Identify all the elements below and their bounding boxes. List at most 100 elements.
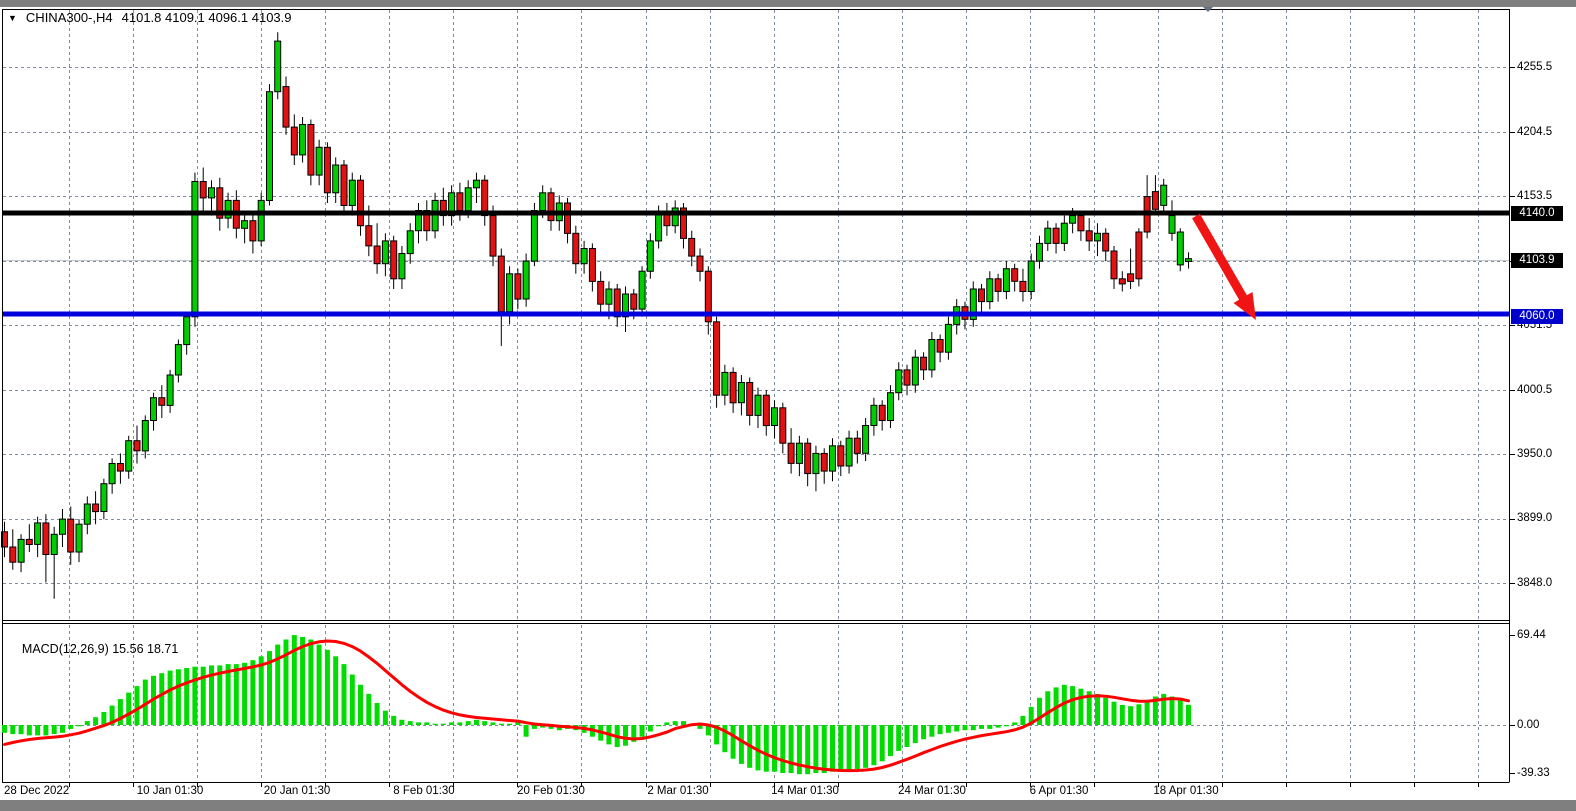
macd-histogram-bar [93,717,99,725]
bear-candle [994,278,1002,292]
bull-candle [150,397,157,422]
macd-histogram-bar [531,725,537,729]
bear-candle [680,207,687,239]
bear-candle [199,181,207,199]
macd-histogram-bar [399,719,405,725]
bull-candle [539,192,547,212]
macd-histogram-bar [1161,693,1167,725]
bull-candle [1002,268,1010,293]
macd-histogram-layer [2,635,1191,775]
bear-candle [158,397,166,406]
bull-candle [348,179,356,206]
macd-histogram-bar [937,725,943,735]
bull-candle [638,270,646,310]
bull-candle [969,288,977,320]
bull-candle [1094,232,1101,242]
bull-candle [862,425,870,454]
macd-histogram-bar [838,725,844,772]
macd-histogram-bar [300,636,306,725]
macd-histogram-bar [217,665,223,725]
bull-candle [605,288,613,305]
macd-histogram-bar [1144,700,1150,725]
macd-histogram-bar [979,725,984,729]
bear-candle [323,146,331,194]
bull-candle [381,240,389,265]
macd-histogram-bar [225,664,231,725]
macd-histogram-bar [84,721,90,725]
hline-4140.0[interactable] [3,210,1509,216]
bear-candle [820,452,828,472]
bear-candle [837,445,845,467]
macd-histogram-bar [184,668,190,725]
bull-candle [646,240,654,272]
macd-histogram-bar [714,725,720,745]
bear-candle [1011,268,1019,282]
macd-histogram-bar [35,725,41,736]
bear-candle [588,248,596,282]
bear-candle [1127,273,1135,282]
bull-candle [795,442,803,464]
macd-histogram-bar [142,679,148,725]
macd-histogram-bar [1012,722,1018,725]
bull-candle [34,522,42,545]
macd-histogram-bar [1045,691,1051,725]
bull-candle [737,382,745,404]
macd-histogram-bar [1186,704,1191,725]
macd-histogram-bar [821,725,827,773]
macd-histogram-bar [242,662,248,725]
bear-candle [249,220,257,242]
macd-histogram-bar [1028,706,1034,725]
macd-histogram-bar [26,725,32,736]
bear-candle [9,546,17,563]
macd-histogram-bar [705,725,711,736]
macd-histogram-bar [159,673,165,725]
bull-candle [845,437,853,467]
bull-candle [17,538,25,563]
bull-candle [174,344,182,376]
macd-histogram-bar [250,660,256,725]
bear-candle [713,321,721,396]
bull-candle [464,187,472,212]
macd-histogram-bar [76,725,82,727]
macd-histogram-bar [275,644,281,725]
bull-candle [83,503,91,525]
symbol-timeframe-label: CHINA300-,H4 [25,10,113,25]
bear-candle [282,86,290,128]
bear-candle [290,126,298,156]
bull-candle [241,220,249,229]
macd-histogram-bar [523,725,529,737]
macd-histogram-bar [871,725,877,766]
macd-histogram-bar [780,725,786,773]
macd-histogram-bar [763,725,769,772]
macd-histogram-bar [391,715,397,725]
macd-histogram-bar [1020,715,1026,725]
bull-candle [1185,258,1192,262]
macd-histogram-bar [175,669,181,725]
bear-candle [357,179,364,227]
macd-histogram-bar [987,725,993,729]
bull-candle [887,392,894,422]
macd-histogram-bar [1037,697,1042,725]
bull-candle [812,452,820,475]
bear-candle [564,202,571,234]
macd-histogram-bar [647,725,653,732]
macd-histogram-bar [879,725,885,762]
bull-candle [166,374,174,406]
hline-4060.0[interactable] [3,311,1509,317]
bear-candle [489,215,497,257]
down-arrow-annotation[interactable] [1192,213,1256,320]
macd-histogram-bar [548,725,554,729]
macd-histogram-bar [349,674,355,725]
symbol-dropdown-icon[interactable]: ▼ [8,12,17,23]
macd-histogram-bar [623,725,628,746]
bear-candle [779,407,787,444]
macd-histogram-bar [457,722,463,725]
macd-histogram-bar [440,723,446,725]
bull-candle [1176,231,1184,266]
bull-candle [754,394,762,416]
bull-candle [911,356,919,386]
bear-candle [1,531,8,548]
macd-histogram-bar [134,686,140,725]
bear-candle [804,442,812,475]
